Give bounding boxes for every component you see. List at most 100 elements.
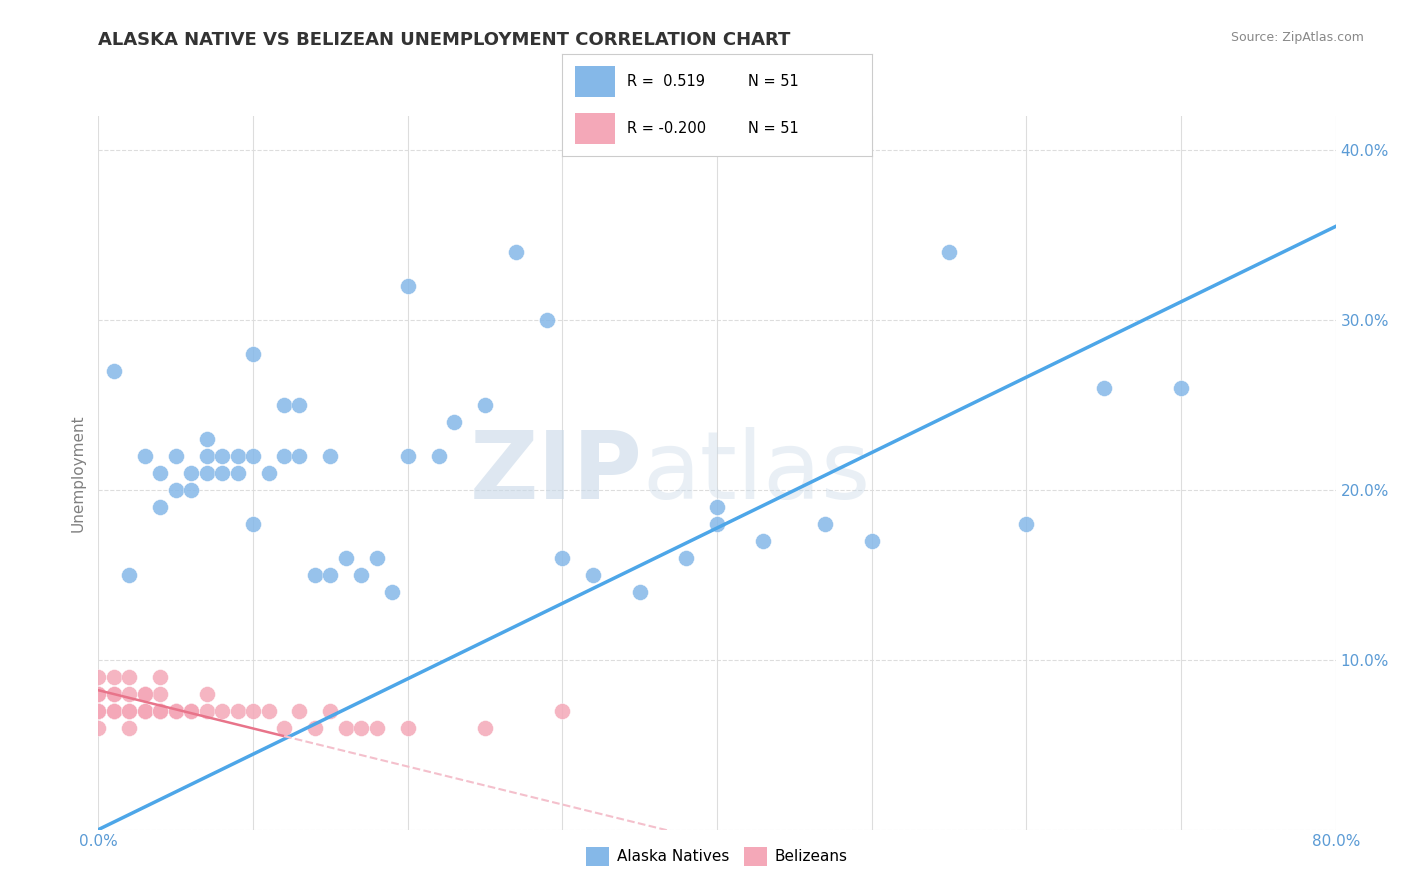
Point [706, 516, 728, 531]
Point [860, 533, 883, 548]
Point [118, 721, 141, 735]
Point [505, 244, 527, 259]
Point [396, 278, 419, 293]
Point [195, 449, 218, 463]
Point [551, 704, 574, 718]
Point [319, 567, 342, 582]
Point [257, 704, 280, 718]
Text: N = 51: N = 51 [748, 74, 799, 88]
Point [288, 449, 311, 463]
Point [1170, 381, 1192, 395]
Point [335, 550, 357, 565]
Point [149, 670, 172, 684]
Point [103, 687, 125, 701]
Point [118, 704, 141, 718]
Point [273, 721, 295, 735]
Point [226, 704, 249, 718]
Point [474, 398, 496, 412]
Point [257, 466, 280, 480]
Point [319, 704, 342, 718]
Point [195, 704, 218, 718]
Point [752, 533, 775, 548]
Point [87, 670, 110, 684]
Point [87, 687, 110, 701]
Text: R =  0.519: R = 0.519 [627, 74, 706, 88]
Point [103, 704, 125, 718]
Point [149, 704, 172, 718]
Text: R = -0.200: R = -0.200 [627, 121, 706, 136]
Bar [575, 66, 614, 96]
Point [319, 449, 342, 463]
Point [628, 584, 651, 599]
Point [87, 704, 110, 718]
Point [242, 347, 264, 361]
Text: N = 51: N = 51 [748, 121, 799, 136]
Point [366, 550, 388, 565]
Point [242, 449, 264, 463]
Legend: Alaska Natives, Belizeans: Alaska Natives, Belizeans [581, 841, 853, 871]
Point [288, 704, 311, 718]
Point [118, 670, 141, 684]
Point [134, 704, 156, 718]
Point [381, 584, 404, 599]
Point [273, 449, 295, 463]
Point [350, 721, 373, 735]
Point [551, 550, 574, 565]
Point [103, 364, 125, 378]
Point [304, 721, 326, 735]
Point [706, 500, 728, 514]
Point [180, 483, 202, 497]
Point [87, 687, 110, 701]
Point [103, 704, 125, 718]
Point [165, 704, 187, 718]
Point [134, 704, 156, 718]
Point [536, 313, 558, 327]
Point [396, 449, 419, 463]
Point [273, 398, 295, 412]
Point [87, 704, 110, 718]
Point [134, 449, 156, 463]
Point [180, 704, 202, 718]
Point [118, 567, 141, 582]
Text: atlas: atlas [643, 426, 872, 519]
Point [87, 704, 110, 718]
Bar [575, 113, 614, 144]
Point [149, 500, 172, 514]
Point [335, 721, 357, 735]
Text: ALASKA NATIVE VS BELIZEAN UNEMPLOYMENT CORRELATION CHART: ALASKA NATIVE VS BELIZEAN UNEMPLOYMENT C… [98, 31, 790, 49]
Point [195, 466, 218, 480]
Point [103, 704, 125, 718]
Point [226, 449, 249, 463]
Point [288, 398, 311, 412]
Point [103, 687, 125, 701]
Y-axis label: Unemployment: Unemployment [70, 414, 86, 532]
Point [103, 670, 125, 684]
Point [195, 432, 218, 446]
Point [149, 704, 172, 718]
Point [226, 466, 249, 480]
Text: ZIP: ZIP [470, 426, 643, 519]
Point [427, 449, 450, 463]
Point [149, 704, 172, 718]
Point [149, 687, 172, 701]
Point [87, 721, 110, 735]
Point [87, 704, 110, 718]
Point [1092, 381, 1115, 395]
Point [118, 687, 141, 701]
Point [118, 704, 141, 718]
Point [134, 687, 156, 701]
Point [242, 516, 264, 531]
Point [165, 449, 187, 463]
Point [938, 244, 960, 259]
Point [396, 721, 419, 735]
Point [582, 567, 605, 582]
Point [180, 704, 202, 718]
Point [350, 567, 373, 582]
Point [1015, 516, 1038, 531]
Point [87, 704, 110, 718]
Point [814, 516, 837, 531]
Text: Source: ZipAtlas.com: Source: ZipAtlas.com [1230, 31, 1364, 45]
Point [474, 721, 496, 735]
Point [211, 704, 233, 718]
Point [304, 567, 326, 582]
